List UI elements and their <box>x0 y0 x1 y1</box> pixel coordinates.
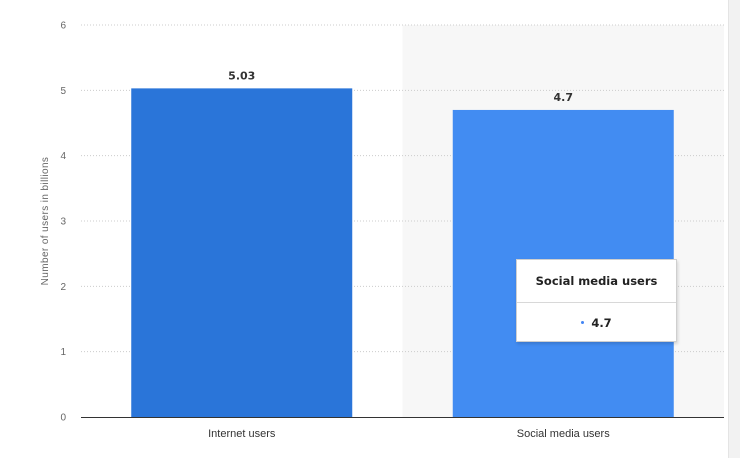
x-category-label: Social media users <box>517 428 610 440</box>
y-tick-label: 1 <box>60 347 66 358</box>
x-category-label: Internet users <box>208 428 276 440</box>
y-axis-title: Number of users in billions <box>40 157 51 286</box>
bar-value-label: 4.7 <box>554 91 574 104</box>
y-tick-label: 0 <box>60 413 66 424</box>
bar-value-label: 5.03 <box>228 69 255 82</box>
y-tick-label: 4 <box>60 151 66 162</box>
series-dot-icon <box>581 321 585 324</box>
y-tick-label: 5 <box>60 86 66 97</box>
y-tick-label: 3 <box>60 217 66 228</box>
scrollbar-edge <box>728 0 740 458</box>
bar[interactable] <box>131 88 353 417</box>
tooltip-body: 4.7 <box>517 303 676 343</box>
tooltip-title: Social media users <box>517 260 676 303</box>
y-tick-label: 6 <box>60 21 66 32</box>
tooltip-value: 4.7 <box>591 316 612 330</box>
y-tick-label: 2 <box>60 282 66 293</box>
chart-tooltip: Social media users 4.7 <box>516 259 677 342</box>
